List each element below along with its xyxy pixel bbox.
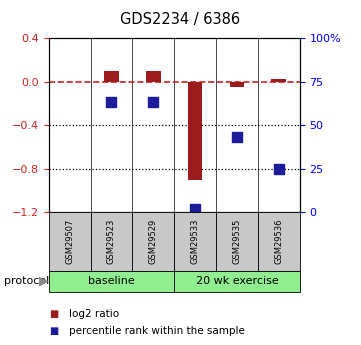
Bar [49,212,91,271]
Text: ■: ■ [49,309,58,319]
Bar [258,212,300,271]
Text: ■: ■ [49,326,58,335]
Bar [49,271,174,292]
Text: 20 wk exercise: 20 wk exercise [196,276,278,286]
Bar [230,81,244,87]
Bar [174,212,216,271]
Text: ▶: ▶ [39,275,49,288]
Text: GSM29533: GSM29533 [191,219,200,264]
Bar [271,79,286,81]
Bar [104,71,119,81]
Text: protocol: protocol [4,276,49,286]
Text: GSM29507: GSM29507 [65,219,74,264]
Point [234,135,240,140]
Point [109,100,114,105]
Text: GSM29529: GSM29529 [149,219,158,264]
Text: GSM29536: GSM29536 [274,219,283,264]
Point [151,100,156,105]
Bar [146,71,161,81]
Point [276,166,282,171]
Point [192,206,198,211]
Bar [132,212,174,271]
Text: log2 ratio: log2 ratio [69,309,119,319]
Text: percentile rank within the sample: percentile rank within the sample [69,326,244,335]
Text: GSM29523: GSM29523 [107,219,116,264]
Bar [174,271,300,292]
Text: GSM29535: GSM29535 [232,219,242,264]
Text: baseline: baseline [88,276,135,286]
Bar [188,81,203,179]
Text: GDS2234 / 6386: GDS2234 / 6386 [121,12,240,27]
Bar [216,212,258,271]
Bar [91,212,132,271]
